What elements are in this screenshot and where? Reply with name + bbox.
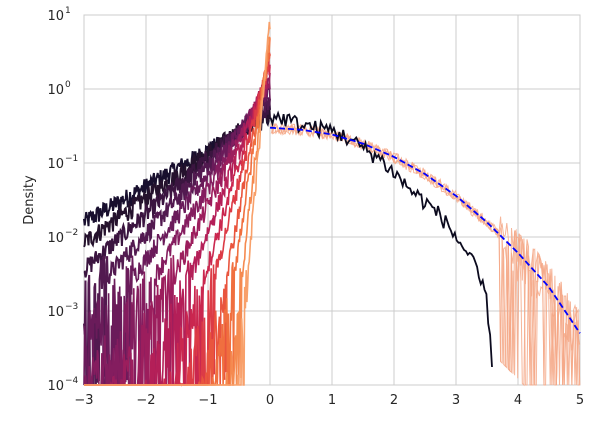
x-tick-label-2: −1 [198,393,217,408]
x-tick-label-7: 4 [514,393,522,408]
x-tick-label-8: 5 [576,393,584,408]
reference-curve [269,126,581,334]
y-tick-exponent-5: 1 [65,6,71,16]
x-axis-ticks: −3 −2 −1 0 1 2 3 4 5 [74,393,584,408]
y-tick-label-3: 10 [47,157,64,172]
x-tick-label-4: 1 [328,393,336,408]
y-tick-exponent-2: −2 [65,228,78,238]
reference-dashed-line [269,126,581,334]
x-tick-label-3: 0 [266,393,274,408]
density-curve-left-4 [83,83,271,386]
density-curve-left-13 [84,21,271,386]
x-tick-label-5: 2 [390,393,398,408]
density-curves [83,21,581,387]
y-tick-label-4: 10 [47,83,64,98]
y-tick-exponent-3: −1 [65,154,78,164]
y-tick-label-2: 10 [47,231,64,246]
x-tick-label-1: −2 [136,393,155,408]
density-curve-right-black [269,110,493,368]
y-tick-exponent-4: 0 [65,80,71,90]
y-tick-label-0: 10 [47,379,64,394]
x-tick-label-6: 3 [452,393,460,408]
y-axis-label: Density [22,175,37,225]
y-tick-exponent-1: −3 [65,302,78,312]
y-tick-label-1: 10 [47,305,64,320]
y-tick-label-5: 10 [47,9,64,24]
y-tick-exponent-0: −4 [65,376,79,386]
plot-frame [83,14,581,386]
x-tick-label-0: −3 [74,393,93,408]
grid-lines [83,14,581,386]
